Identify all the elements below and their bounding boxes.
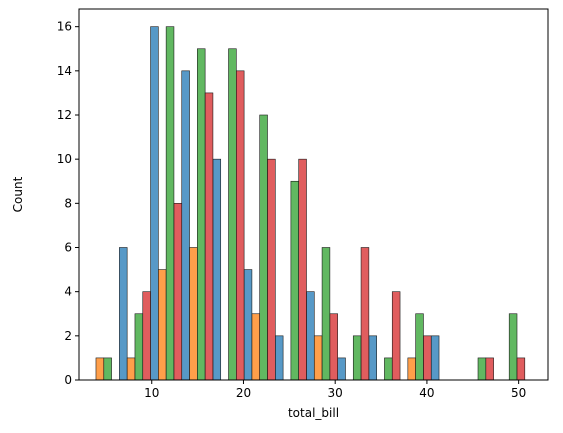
histogram-bar	[236, 70, 245, 381]
histogram-bar	[337, 357, 346, 381]
histogram-bar	[228, 48, 237, 381]
histogram-bar	[95, 357, 105, 381]
histogram-bar	[126, 357, 136, 381]
histogram-bar	[430, 335, 440, 381]
y-tick-label: 16	[57, 20, 72, 34]
histogram-bar	[516, 357, 526, 381]
x-tick-label: 50	[511, 386, 526, 400]
histogram-bar	[290, 180, 299, 381]
histogram-bar	[415, 313, 424, 381]
histogram-bar	[158, 269, 167, 381]
histogram-bar	[189, 247, 198, 381]
histogram-bar	[197, 48, 206, 381]
histogram-bar	[103, 357, 112, 381]
y-tick-label: 8	[64, 196, 72, 210]
y-tick-label: 2	[64, 329, 72, 343]
histogram-bar	[204, 92, 214, 381]
histogram-bar	[173, 203, 183, 381]
histogram-bar	[150, 26, 159, 381]
histogram-bar	[134, 313, 144, 381]
histogram-bar	[298, 158, 307, 381]
histogram-bar	[142, 291, 151, 381]
y-axis-label: Count	[11, 176, 25, 212]
axes-frame	[78, 8, 549, 381]
histogram-bar	[477, 357, 487, 381]
x-tick-label: 10	[144, 386, 159, 400]
histogram-bar	[391, 291, 401, 381]
histogram-bar	[243, 269, 253, 381]
y-tick-label: 0	[64, 373, 72, 387]
y-tick-label: 10	[57, 152, 72, 166]
histogram-bar	[313, 335, 323, 381]
y-tick-label: 4	[64, 285, 72, 299]
histogram-bar	[306, 291, 315, 381]
y-tick-label: 6	[64, 241, 72, 255]
histogram-bar	[165, 26, 175, 381]
y-tick-label: 14	[57, 64, 72, 78]
x-axis-label: total_bill	[288, 406, 339, 420]
histogram-bar	[274, 335, 284, 381]
histogram-bar	[360, 247, 370, 381]
histogram-bar	[407, 357, 416, 381]
histogram-bar	[368, 335, 377, 381]
axes-layer: 10 20 30 40 50 0 2 4 6 8 10 12 14 16	[57, 8, 549, 400]
histogram-bar	[508, 313, 518, 381]
histogram-bar	[352, 335, 362, 381]
histogram-bar	[119, 247, 128, 381]
histogram-bar	[181, 70, 190, 381]
histogram-bar	[423, 335, 432, 381]
histogram-bar	[267, 158, 276, 381]
histogram-bar	[329, 313, 338, 381]
histogram-bar	[259, 114, 268, 381]
histogram-bar	[485, 357, 494, 381]
x-tick-label: 40	[419, 386, 434, 400]
histogram-bar	[384, 357, 393, 381]
x-tick-label: 30	[328, 386, 343, 400]
bars-layer	[95, 26, 526, 381]
x-tick-label: 20	[236, 386, 251, 400]
y-tick-label: 12	[57, 108, 72, 122]
histogram-bar	[321, 247, 331, 381]
histogram-bar	[212, 158, 222, 381]
histogram-bar	[251, 313, 261, 381]
